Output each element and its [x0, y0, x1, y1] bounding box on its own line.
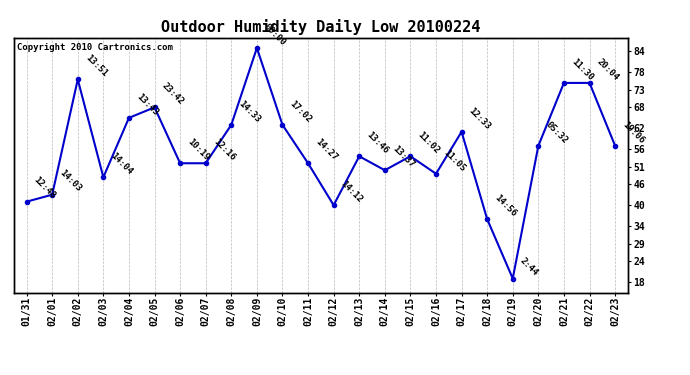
Text: 13:37: 13:37 [391, 144, 416, 170]
Text: 11:30: 11:30 [569, 57, 595, 82]
Text: 14:33: 14:33 [237, 99, 262, 124]
Text: 23:42: 23:42 [160, 81, 186, 106]
Text: 14:56: 14:56 [493, 193, 518, 218]
Text: Copyright 2010 Cartronics.com: Copyright 2010 Cartronics.com [17, 43, 172, 52]
Text: 14:27: 14:27 [314, 137, 339, 162]
Text: 14:04: 14:04 [109, 151, 135, 177]
Text: 12:33: 12:33 [467, 106, 493, 131]
Text: 11:05: 11:05 [442, 148, 467, 173]
Text: 13:46: 13:46 [365, 130, 390, 156]
Text: 00:00: 00:00 [262, 22, 288, 47]
Text: 14:03: 14:03 [58, 168, 83, 194]
Text: 14:12: 14:12 [339, 179, 364, 204]
Text: 12:16: 12:16 [211, 137, 237, 162]
Text: 12:48: 12:48 [32, 176, 57, 201]
Text: 11:02: 11:02 [416, 130, 442, 156]
Text: 20:04: 20:04 [595, 57, 620, 82]
Text: 10:19: 10:19 [186, 137, 211, 162]
Text: 13:51: 13:51 [83, 53, 109, 79]
Text: 05:32: 05:32 [544, 120, 569, 145]
Text: 13:43: 13:43 [135, 92, 160, 117]
Text: 17:02: 17:02 [288, 99, 313, 124]
Text: 19:06: 19:06 [621, 120, 646, 145]
Text: 2:44: 2:44 [518, 256, 540, 278]
Title: Outdoor Humidity Daily Low 20100224: Outdoor Humidity Daily Low 20100224 [161, 19, 480, 35]
